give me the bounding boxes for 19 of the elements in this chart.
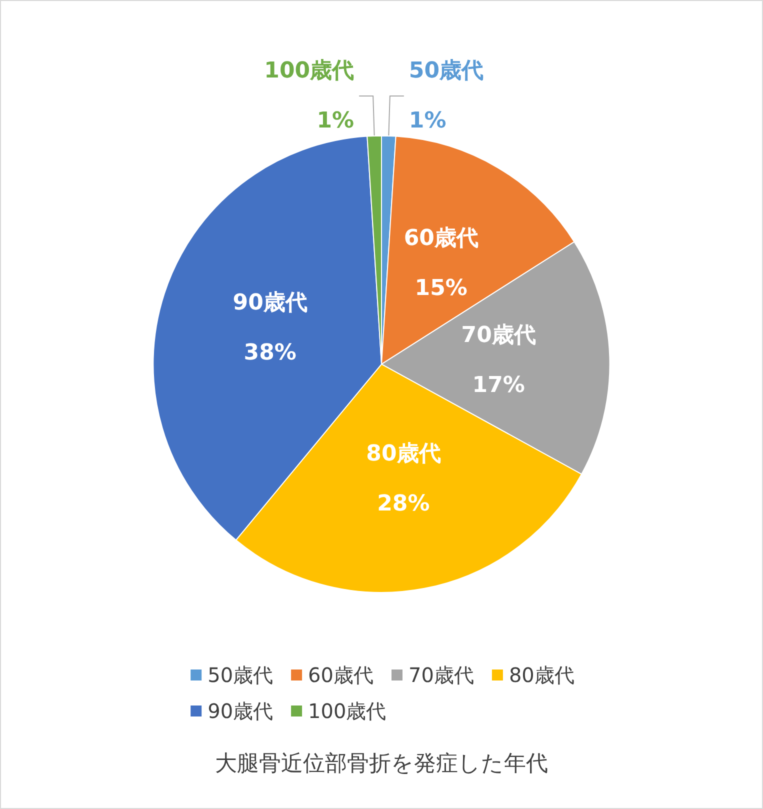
data-label: 1%	[316, 108, 354, 134]
legend-label: 60歳代	[308, 663, 374, 687]
slice-label: 70歳代	[461, 322, 536, 348]
slice-label: 60歳代	[404, 226, 478, 251]
legend-label: 80歳代	[508, 663, 574, 687]
data-label: 15%	[414, 276, 468, 301]
slice-label: 100歳代	[264, 58, 354, 84]
data-label: 28%	[377, 492, 430, 517]
data-label: 1%	[408, 108, 446, 134]
slice-label: 50歳代	[408, 58, 484, 84]
legend-label: 50歳代	[208, 663, 274, 687]
slice-label: 90歳代	[232, 290, 308, 316]
legend-label: 70歳代	[408, 663, 474, 687]
legend-label: 100歳代	[308, 699, 386, 723]
data-label: 17%	[472, 372, 525, 398]
data-label: 38%	[244, 340, 296, 366]
text: 大腿骨近位部骨折を発症した年代	[215, 752, 548, 776]
legend-label: 90歳代	[208, 699, 274, 723]
slice-label: 80歳代	[366, 442, 441, 467]
